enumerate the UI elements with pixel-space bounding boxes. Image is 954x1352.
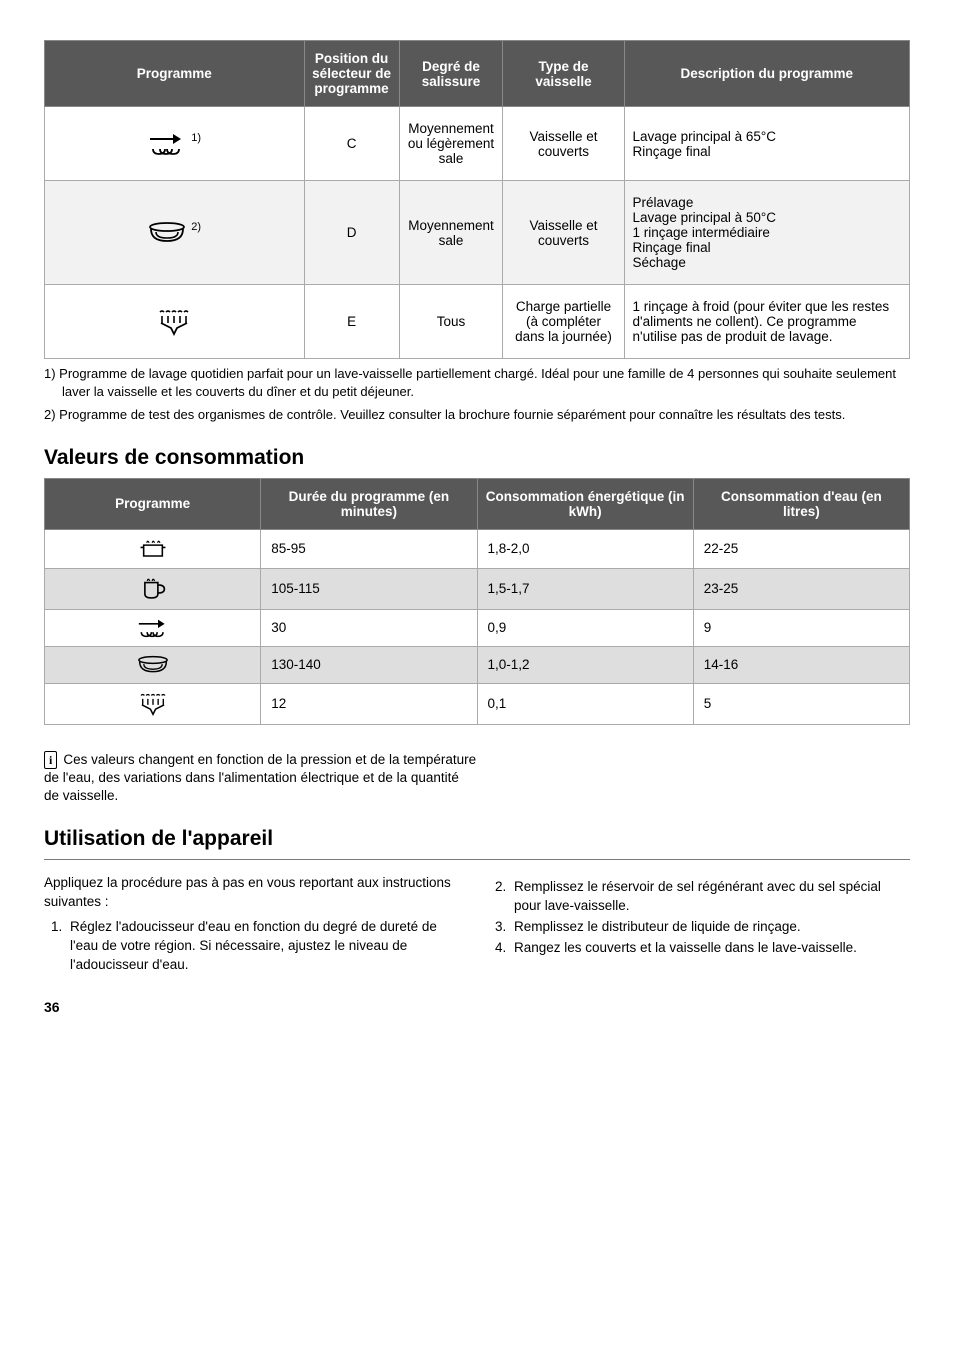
t2-h0: Programme xyxy=(45,478,261,529)
t1-h3: Type de vaisselle xyxy=(503,41,624,107)
table-row: E Tous Charge par­tielle (à com­pléter d… xyxy=(45,285,910,359)
table-row: 130-140 1,0-1,2 14-16 xyxy=(45,646,910,683)
t2-h3: Consommation d'eau (en litres) xyxy=(693,478,909,529)
footnote-1: 1) Programme de lavage quotidien parfait… xyxy=(44,365,910,400)
steps-list-right: Remplissez le réservoir de sel régénéran… xyxy=(488,878,910,958)
table-row: 30 0,9 9 xyxy=(45,609,910,646)
rinse-icon xyxy=(157,308,191,336)
table-row: 2) D Moyenne­ment sale Vaisselle et couv… xyxy=(45,181,910,285)
info-icon: i xyxy=(44,751,57,769)
t1-h0: Programme xyxy=(45,41,305,107)
steps-list-left: Réglez l'adoucisseur d'eau en fonction d… xyxy=(44,918,466,975)
rinse-icon xyxy=(138,692,168,716)
quick-icon xyxy=(135,618,171,638)
divider xyxy=(44,859,910,860)
quick-icon xyxy=(147,132,187,156)
t1-h1: Position du sélec­teur de program­me xyxy=(304,41,399,107)
bowl-icon xyxy=(147,221,187,245)
t1-h4: Description du programme xyxy=(624,41,909,107)
intro-text: Appliquez la procédure pas à pas en vous… xyxy=(44,874,466,912)
t2-h2: Consommation énergé­tique (in kWh) xyxy=(477,478,693,529)
info-note: Ces valeurs changent en fonction de la p… xyxy=(44,752,476,803)
t1-h2: Degré de salissure xyxy=(399,41,503,107)
table-row: 85-95 1,8-2,0 22-25 xyxy=(45,529,910,568)
table-row: 1) C Moyenne­ment ou lé­gèrement sale Va… xyxy=(45,107,910,181)
footnote-2: 2) Programme de test des organismes de c… xyxy=(44,406,910,424)
section-title-utilisation: Utilisation de l'appareil xyxy=(44,827,910,851)
consommation-table: Programme Durée du programme (en minutes… xyxy=(44,478,910,725)
programme-table: Programme Position du sélec­teur de prog… xyxy=(44,40,910,359)
table-row: 105-115 1,5-1,7 23-25 xyxy=(45,568,910,609)
t2-h1: Durée du programme (en minutes) xyxy=(261,478,477,529)
pot-icon xyxy=(139,538,167,560)
list-item: Remplissez le distributeur de liquide de… xyxy=(510,918,910,937)
section-title-consommation: Valeurs de consommation xyxy=(44,446,910,470)
cup-icon xyxy=(140,577,166,601)
list-item: Rangez les couverts et la vaisselle dans… xyxy=(510,939,910,958)
bowl-icon xyxy=(135,655,171,675)
list-item: Remplissez le réservoir de sel régénéran… xyxy=(510,878,910,916)
table-row: 12 0,1 5 xyxy=(45,683,910,724)
list-item: Réglez l'adoucisseur d'eau en fonction d… xyxy=(66,918,466,975)
page-number: 36 xyxy=(44,999,910,1015)
